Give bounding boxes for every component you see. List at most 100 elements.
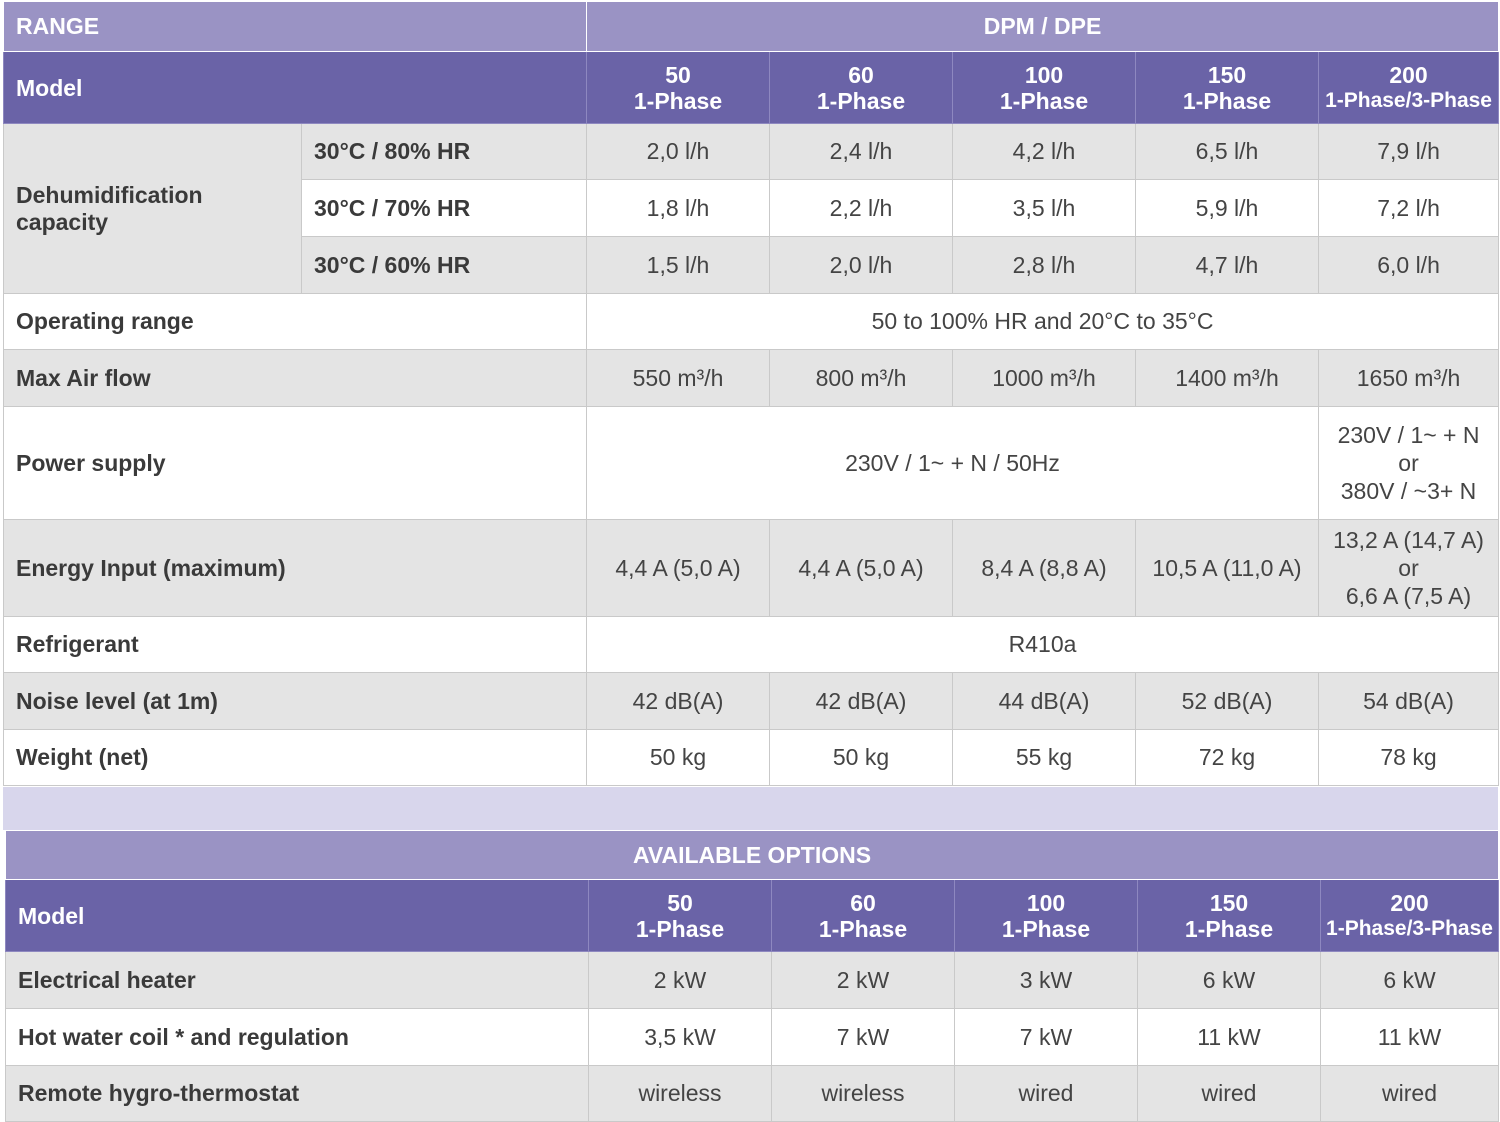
range-label: RANGE bbox=[3, 1, 587, 52]
table-cell: wireless bbox=[588, 1065, 772, 1122]
energy-input-row: Energy Input (maximum) 4,4 A (5,0 A) 4,4… bbox=[3, 519, 1500, 617]
model-number: 50 bbox=[667, 889, 693, 916]
range-value: DPM / DPE bbox=[585, 1, 1500, 52]
row-label: Weight (net) bbox=[3, 729, 587, 786]
table-cell: wireless bbox=[771, 1065, 955, 1122]
model-50-header: 50 1-Phase bbox=[588, 879, 772, 952]
dehum-condition: 30°C / 70% HR bbox=[301, 179, 587, 237]
table-cell: 6 kW bbox=[1319, 951, 1500, 1009]
hot-water-coil-row: Hot water coil * and regulation 3,5 kW 7… bbox=[5, 1008, 1500, 1066]
row-label: Noise level (at 1m) bbox=[3, 672, 587, 730]
table-cell: 550 m³/h bbox=[586, 349, 770, 407]
table-cell: 1000 m³/h bbox=[952, 349, 1136, 407]
table-cell: 7,9 l/h bbox=[1317, 123, 1500, 180]
model-200-header: 200 1-Phase/3-Phase bbox=[1319, 879, 1500, 952]
table-cell: 1,8 l/h bbox=[586, 179, 770, 237]
model-phase: 1-Phase/3-Phase bbox=[1326, 916, 1493, 940]
table-cell: 4,7 l/h bbox=[1135, 236, 1319, 294]
table-cell: 2 kW bbox=[588, 951, 772, 1009]
refrigerant-row: Refrigerant R410a bbox=[3, 616, 1500, 673]
model-number: 100 bbox=[1024, 61, 1064, 88]
table-cell: 50 kg bbox=[769, 729, 953, 786]
table-cell: 4,4 A (5,0 A) bbox=[586, 519, 770, 617]
table-cell: 2 kW bbox=[771, 951, 955, 1009]
table-cell: 11 kW bbox=[1137, 1008, 1321, 1066]
table-cell: 7,2 l/h bbox=[1317, 179, 1500, 237]
model-phase: 1-Phase bbox=[1182, 87, 1272, 114]
table-cell: 11 kW bbox=[1319, 1008, 1500, 1066]
dehum-row-70: 30°C / 70% HR 1,8 l/h 2,2 l/h 3,5 l/h 5,… bbox=[3, 179, 1500, 237]
model-number: 100 bbox=[1026, 889, 1066, 916]
table-cell: 3 kW bbox=[954, 951, 1138, 1009]
model-60-header: 60 1-Phase bbox=[769, 51, 953, 124]
model-phase: 1-Phase/3-Phase bbox=[1325, 88, 1492, 112]
options-title: AVAILABLE OPTIONS bbox=[4, 830, 1500, 880]
cell-line: 13,2 A (14,7 A) bbox=[1333, 527, 1484, 553]
table-cell: 2,4 l/h bbox=[769, 123, 953, 180]
table-cell: 2,0 l/h bbox=[586, 123, 770, 180]
model-100-header: 100 1-Phase bbox=[954, 879, 1138, 952]
model-number: 150 bbox=[1209, 889, 1249, 916]
weight-row: Weight (net) 50 kg 50 kg 55 kg 72 kg 78 … bbox=[3, 729, 1500, 786]
table-cell: 42 dB(A) bbox=[769, 672, 953, 730]
table-cell: 230V / 1~ + N or 380V / ~3+ N bbox=[1317, 406, 1500, 520]
table-cell: 50 to 100% HR and 20°C to 35°C bbox=[585, 293, 1500, 350]
model-label: Model bbox=[5, 879, 589, 952]
table-cell: 13,2 A (14,7 A) or 6,6 A (7,5 A) bbox=[1317, 519, 1500, 617]
electrical-heater-row: Electrical heater 2 kW 2 kW 3 kW 6 kW 6 … bbox=[5, 951, 1500, 1009]
table-cell: 1,5 l/h bbox=[586, 236, 770, 294]
table-cell: 1650 m³/h bbox=[1317, 349, 1500, 407]
table-cell: 1400 m³/h bbox=[1135, 349, 1319, 407]
cell-line: or bbox=[1398, 555, 1419, 581]
table-cell: 2,2 l/h bbox=[769, 179, 953, 237]
table-cell: 78 kg bbox=[1317, 729, 1500, 786]
air-flow-row: Max Air flow 550 m³/h 800 m³/h 1000 m³/h… bbox=[3, 349, 1500, 407]
power-supply-row: Power supply 230V / 1~ + N / 50Hz 230V /… bbox=[3, 406, 1500, 520]
options-table: AVAILABLE OPTIONS Model 50 1-Phase 60 1-Ph… bbox=[4, 830, 1500, 1122]
cell-line: 6,6 A (7,5 A) bbox=[1345, 583, 1472, 609]
table-cell: 4,4 A (5,0 A) bbox=[769, 519, 953, 617]
table-cell: 800 m³/h bbox=[769, 349, 953, 407]
model-150-header: 150 1-Phase bbox=[1137, 879, 1321, 952]
dehum-label: Dehumidification capacity bbox=[3, 123, 302, 294]
options-model-header-row: Model 50 1-Phase 60 1-Phase 100 1-Phase 150… bbox=[5, 879, 1500, 952]
model-number: 200 bbox=[1390, 889, 1429, 916]
table-cell: 6,5 l/h bbox=[1135, 123, 1319, 180]
model-50-header: 50 1-Phase bbox=[586, 51, 770, 124]
table-cell: wired bbox=[1319, 1065, 1500, 1122]
row-label: Power supply bbox=[3, 406, 587, 520]
table-cell: 42 dB(A) bbox=[586, 672, 770, 730]
specifications-table: RANGE DPM / DPE Model 50 1-Phase 60 1-Phas… bbox=[3, 1, 1500, 786]
dehum-condition: 30°C / 60% HR bbox=[301, 236, 587, 294]
model-phase: 1-Phase bbox=[1001, 915, 1091, 942]
table-cell: 6 kW bbox=[1137, 951, 1321, 1009]
table-cell: R410a bbox=[585, 616, 1500, 673]
model-number: 60 bbox=[850, 889, 876, 916]
table-cell: 6,0 l/h bbox=[1317, 236, 1500, 294]
table-cell: 55 kg bbox=[952, 729, 1136, 786]
table-cell: 7 kW bbox=[771, 1008, 955, 1066]
row-label: Operating range bbox=[3, 293, 587, 350]
section-separator bbox=[3, 787, 1498, 830]
model-phase: 1-Phase bbox=[1184, 915, 1274, 942]
model-phase: 1-Phase bbox=[818, 915, 908, 942]
table-cell: 72 kg bbox=[1135, 729, 1319, 786]
model-phase: 1-Phase bbox=[999, 87, 1089, 114]
row-label: Energy Input (maximum) bbox=[3, 519, 587, 617]
hygro-thermostat-row: Remote hygro-thermostat wireless wireles… bbox=[5, 1065, 1500, 1122]
model-label: Model bbox=[3, 51, 587, 124]
table-cell: 8,4 A (8,8 A) bbox=[952, 519, 1136, 617]
model-number: 60 bbox=[848, 61, 874, 88]
model-phase: 1-Phase bbox=[816, 87, 906, 114]
cell-line: 380V / ~3+ N bbox=[1340, 478, 1477, 504]
cell-line: or bbox=[1398, 450, 1419, 476]
dehum-condition: 30°C / 80% HR bbox=[301, 123, 587, 180]
table-cell: 2,0 l/h bbox=[769, 236, 953, 294]
table-cell: 3,5 l/h bbox=[952, 179, 1136, 237]
noise-row: Noise level (at 1m) 42 dB(A) 42 dB(A) 44… bbox=[3, 672, 1500, 730]
model-number: 200 bbox=[1389, 61, 1428, 88]
row-label: Remote hygro-thermostat bbox=[5, 1065, 589, 1122]
row-label: Hot water coil * and regulation bbox=[5, 1008, 589, 1066]
model-number: 150 bbox=[1207, 61, 1247, 88]
model-100-header: 100 1-Phase bbox=[952, 51, 1136, 124]
